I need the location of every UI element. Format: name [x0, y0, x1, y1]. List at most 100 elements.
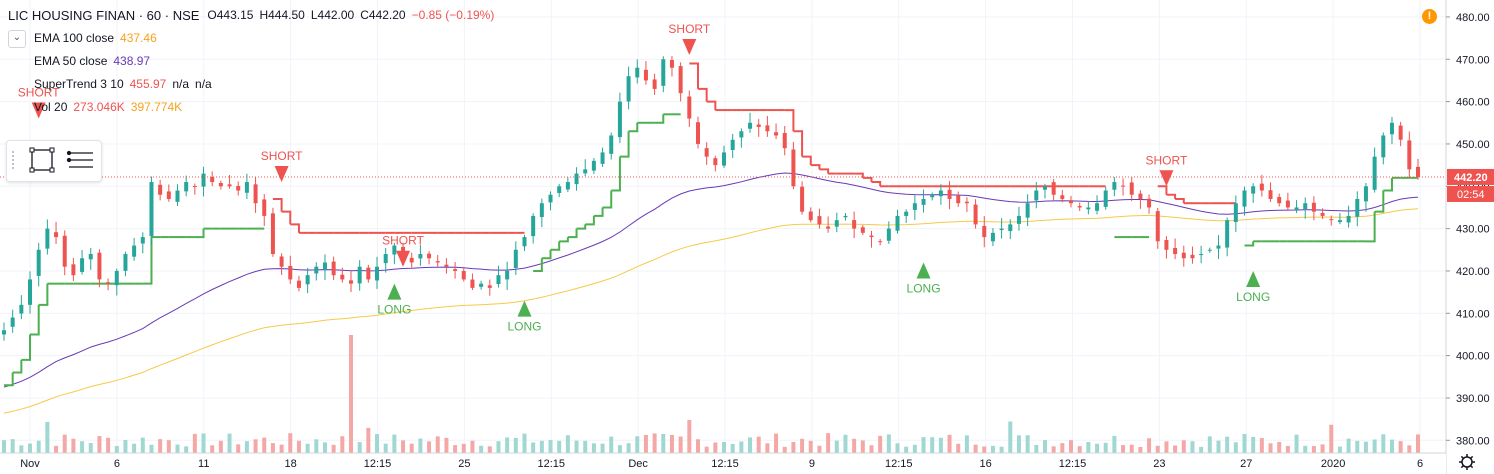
- candle-body: [591, 160, 596, 171]
- candle: [791, 142, 796, 190]
- candle: [843, 213, 848, 221]
- candle-body: [730, 139, 735, 150]
- candle-body: [722, 152, 727, 166]
- volume-bar: [1233, 442, 1238, 453]
- short-label: SHORT: [18, 86, 60, 100]
- supertrend-line: [854, 172, 864, 178]
- volume-bar: [279, 444, 284, 453]
- candle: [1077, 202, 1082, 211]
- volume-bar: [531, 442, 536, 453]
- candle-body: [1303, 203, 1308, 210]
- price-scale: 480.00470.00460.00450.00440.00430.00420.…: [1445, 0, 1494, 474]
- symbol-title[interactable]: LIC HOUSING FINAN · 60 · NSE: [8, 8, 200, 23]
- volume-row[interactable]: Vol 20 273.046K 397.774K: [34, 96, 494, 119]
- volume-bar: [1042, 440, 1047, 453]
- time-tick-label: 27: [1240, 458, 1252, 470]
- candle: [114, 268, 119, 296]
- price-tick-label: 390.00: [1456, 393, 1490, 405]
- candle: [97, 249, 102, 288]
- candle-body: [713, 158, 718, 166]
- candle: [635, 59, 640, 84]
- candle-body: [956, 195, 961, 204]
- candle-body: [218, 182, 223, 187]
- candle: [513, 241, 518, 275]
- supertrend-row[interactable]: SuperTrend 3 10 455.97 n/a n/a: [34, 73, 494, 96]
- gear-icon[interactable]: [1459, 454, 1475, 470]
- warning-icon[interactable]: !: [1422, 9, 1437, 24]
- volume-bar: [1285, 445, 1290, 453]
- candle: [643, 61, 648, 85]
- candle-body: [1077, 206, 1082, 208]
- candle-body: [739, 131, 744, 138]
- candle: [210, 171, 215, 187]
- volume-bar: [591, 443, 596, 453]
- volume-bar: [808, 440, 813, 453]
- candle: [1285, 192, 1290, 210]
- candle-body: [1277, 197, 1282, 204]
- candle: [1095, 195, 1100, 215]
- candle-body: [253, 184, 258, 204]
- volume-bar: [669, 434, 674, 453]
- candle-body: [921, 198, 926, 205]
- candle-body: [1381, 135, 1386, 158]
- candle: [184, 175, 189, 197]
- candle: [765, 115, 770, 137]
- volume-bar: [1025, 435, 1030, 453]
- volume-bar: [1138, 446, 1143, 453]
- volume-bar: [322, 442, 327, 453]
- volume-bars: [2, 335, 1420, 453]
- candle: [279, 253, 284, 275]
- volume-bar: [1173, 445, 1178, 453]
- chevron-down-icon[interactable]: ⌄: [8, 29, 26, 48]
- supertrend-line: [550, 241, 561, 251]
- supertrend-line: [4, 372, 14, 387]
- time-tick-label: 12:15: [711, 458, 739, 470]
- candle: [1155, 207, 1160, 249]
- candle-body: [791, 149, 796, 187]
- candle: [1416, 158, 1420, 180]
- list-lines-icon[interactable]: [66, 150, 94, 168]
- candle: [1389, 117, 1394, 145]
- candle: [522, 234, 527, 252]
- candle: [383, 248, 388, 273]
- volume-bar: [522, 433, 527, 453]
- candle-body: [626, 76, 631, 102]
- candle: [470, 273, 475, 291]
- signals: SHORT LONG SHORT LONG SHORT LONG SHORT LONG SHOR…: [18, 22, 1270, 334]
- short-label: SHORT: [382, 234, 424, 248]
- candle-body: [1346, 215, 1351, 223]
- volume-bar: [201, 433, 206, 453]
- candle: [392, 242, 397, 265]
- candle: [1051, 179, 1056, 201]
- candle-body: [609, 135, 614, 154]
- candle-body: [904, 211, 909, 216]
- time-tick-label: 18: [285, 458, 297, 470]
- supertrend-line: [602, 190, 613, 209]
- time-tick-label: 12:15: [1059, 458, 1087, 470]
- candle: [62, 230, 67, 276]
- volume-bar: [184, 446, 189, 453]
- price-tick-label: 470.00: [1456, 54, 1490, 66]
- long-label: LONG: [377, 303, 411, 317]
- ema100-value: 437.46: [120, 31, 157, 45]
- candle-body: [418, 254, 423, 259]
- candle-body: [340, 274, 345, 280]
- time-axis: Nov 6 11 18 12:15 25 12:15 Dec 12:15 9 12:15 16 12:1…: [0, 452, 1475, 474]
- volume-bar: [1311, 446, 1316, 453]
- square-select-icon[interactable]: [29, 147, 55, 173]
- volume-bar: [565, 435, 570, 453]
- supertrend-line: [871, 181, 882, 187]
- volume-bar: [1207, 436, 1212, 453]
- volume-bar: [756, 436, 761, 453]
- ema50-row[interactable]: EMA 50 close 438.97: [34, 50, 494, 73]
- short-arrow-icon: [682, 39, 697, 56]
- ema100-row[interactable]: ⌄ EMA 100 close 437.46: [8, 27, 494, 50]
- candle-body: [557, 186, 562, 193]
- short-signal: SHORT: [18, 86, 60, 119]
- ohlc-high: H444.50: [259, 8, 305, 22]
- candle-body: [140, 237, 145, 244]
- volume-bar: [418, 438, 423, 453]
- candle-body: [357, 266, 362, 284]
- candle: [678, 62, 683, 102]
